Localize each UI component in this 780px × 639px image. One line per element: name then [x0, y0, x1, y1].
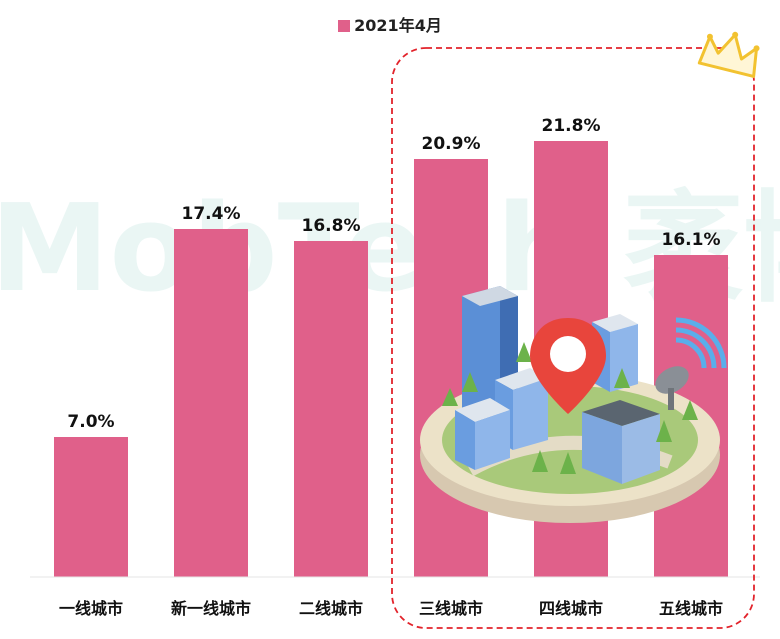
category-label-5: 四线城市 — [539, 599, 603, 618]
value-labels-layer: 7.0% 17.4% 16.8% 20.9% 21.8% 16.1% — [67, 116, 720, 432]
bar-value-label-5: 21.8% — [542, 116, 601, 136]
crown-icon — [697, 31, 760, 78]
legend: 2021年4月 — [0, 12, 780, 36]
category-label-2: 新一线城市 — [171, 599, 251, 618]
bar-value-label-6: 16.1% — [662, 230, 721, 250]
satellite-dish-icon — [655, 317, 727, 410]
bar-2 — [174, 229, 248, 577]
category-labels-layer: 一线城市 新一线城市 二线城市 三线城市 四线城市 五线城市 — [59, 599, 723, 618]
highlight-dashed-box — [391, 47, 755, 629]
bar-value-label-4: 20.9% — [422, 134, 481, 154]
bar-1 — [54, 437, 128, 577]
bar-3 — [294, 241, 368, 577]
category-label-4: 三线城市 — [419, 599, 483, 618]
legend-label: 2021年4月 — [354, 16, 442, 35]
watermark-text: MobTech 袤博 — [0, 180, 780, 319]
city-illustration-icon — [420, 286, 727, 523]
category-label-6: 五线城市 — [659, 599, 723, 618]
bar-value-label-2: 17.4% — [182, 204, 241, 224]
bar-value-label-3: 16.8% — [302, 216, 361, 236]
map-pin-icon — [530, 318, 606, 414]
category-label-1: 一线城市 — [59, 599, 123, 618]
category-label-3: 二线城市 — [299, 599, 363, 618]
legend-swatch — [338, 20, 351, 32]
bar-value-label-1: 7.0% — [67, 412, 114, 432]
